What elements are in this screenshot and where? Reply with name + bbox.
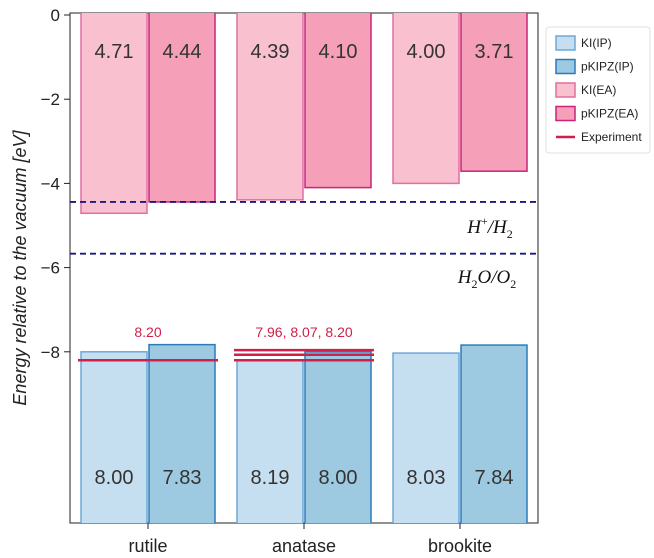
bar-ki-ea-brookite [392,13,460,185]
bar-value-label: 4.71 [95,41,134,63]
ref-line-label-h-plus-h2: H+/H2 [466,214,513,241]
bar-pkipz-ip-brookite [460,344,528,523]
y-tick-label: −8 [41,343,60,362]
bar-pkipz-ea-anatase [304,13,372,189]
y-axis-label: Energy relative to the vacuum [eV] [10,129,30,405]
bar-ki-ip-rutile [80,351,148,523]
reference-lines-layer [70,201,538,255]
bar-value-label: 4.00 [407,41,446,63]
bar-value-label: 8.03 [407,467,446,489]
legend-swatch [555,35,576,51]
y-tick-label: −4 [41,174,60,193]
legend-label: pKIPZ(IP) [581,60,634,74]
bar-ki-ea-anatase [236,13,304,201]
legend-label: Experiment [581,130,642,144]
legend: KI(IP) pKIPZ(IP) KI(EA) pKIPZ(EA) Experiment [545,26,651,154]
legend-swatch [555,105,576,122]
bar-value-label: 4.10 [319,41,358,63]
legend-label: KI(IP) [581,36,612,50]
bar-value-label: 3.71 [475,41,514,63]
bar-value-label: 7.83 [163,467,202,489]
bar-pkipz-ip-rutile [148,343,216,523]
bar-pkipz-ea-brookite [460,13,528,172]
bar-value-label: 8.19 [251,467,290,489]
experiment-lines-layer [78,348,374,362]
bars-layer [80,13,528,523]
experiment-value-label-rutile: 8.20 [134,324,161,340]
bar-value-label: 8.00 [95,467,134,489]
x-category-label-anatase: anatase [272,536,336,556]
y-tick-label: −2 [41,90,60,109]
legend-swatch [555,58,576,75]
x-category-label-brookite: brookite [428,536,492,556]
y-tick-label: 0 [51,6,60,25]
y-axis: 0 −2 −4 −6 −8 [41,6,70,362]
bar-value-labels: 8.00 8.19 8.03 7.83 8.00 7.84 4.71 4.39 4.00 4.44… [95,41,514,489]
bar-value-label: 7.84 [475,467,514,489]
y-tick-label: −6 [41,259,60,278]
bar-value-label: 8.00 [319,467,358,489]
legend-label: pKIPZ(EA) [581,107,638,121]
bar-pkipz-ip-anatase [304,351,372,523]
x-axis: rutile anatase brookite [128,523,492,556]
ref-line-label-h2o-o2: H2O/O2 [457,267,516,291]
bar-value-label: 4.44 [163,41,202,63]
legend-swatch [555,82,576,98]
bar-ki-ip-brookite [392,352,460,523]
bar-value-label: 4.39 [251,41,290,63]
experiment-value-label-anatase: 7.96, 8.07, 8.20 [255,324,353,340]
bar-ki-ip-anatase [236,359,304,523]
bar-ki-ea-rutile [80,13,148,215]
legend-label: KI(EA) [581,83,616,97]
legend-box [545,26,651,154]
bar-pkipz-ea-rutile [148,13,216,203]
x-category-label-rutile: rutile [128,536,167,556]
